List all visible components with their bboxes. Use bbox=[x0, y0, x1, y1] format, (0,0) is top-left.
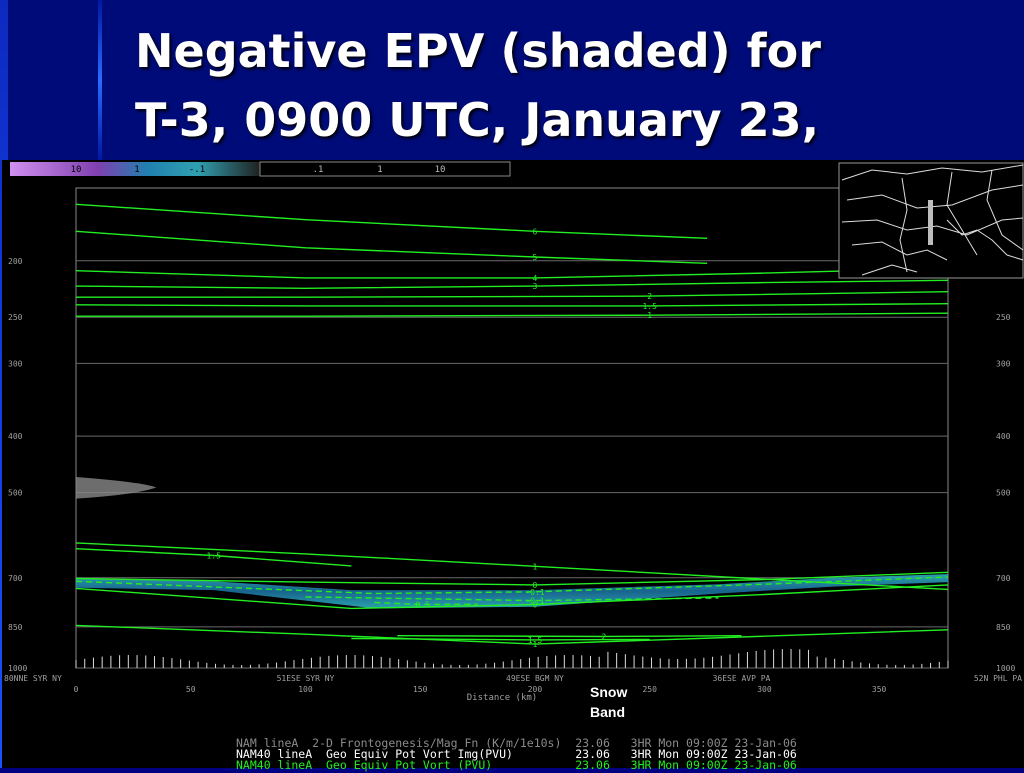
epv-contour-1.5 bbox=[351, 637, 650, 641]
color-bar-empty bbox=[259, 161, 511, 177]
footer-line-epv-image: NAM40 lineA Geo Equiv Pot Vort Img(PVU) … bbox=[236, 747, 797, 761]
epv-contour--0.1 bbox=[75, 576, 949, 595]
location-label: 80NNE SYR NY bbox=[4, 674, 62, 683]
location-label: 36ESE AVP PA bbox=[713, 674, 771, 683]
snow-band-label-line-1: Snow bbox=[590, 684, 628, 700]
footer-line-epv-contour: NAM40 lineA Geo Equiv Pot Vort (PVU) 23.… bbox=[236, 758, 797, 772]
x-tick-label: 200 bbox=[528, 685, 543, 694]
location-label: 51ESE SYR NY bbox=[277, 674, 335, 683]
y-tick-label-right: 1000 bbox=[996, 664, 1015, 673]
epv-contour-5 bbox=[75, 230, 708, 264]
contour-label: -0.1 bbox=[525, 588, 544, 597]
inset-cross-section-line bbox=[928, 200, 933, 245]
epv-contour-0 bbox=[75, 571, 949, 586]
color-bar-label: 10 bbox=[435, 165, 446, 175]
snow-band-annotation: Snow Band bbox=[590, 682, 627, 722]
negative-epv-shaded-patch bbox=[76, 476, 157, 499]
contour-label: -0.5 bbox=[411, 600, 430, 609]
contour-label: -0.1 bbox=[525, 597, 544, 606]
y-tick-label-left: 400 bbox=[8, 432, 23, 441]
cross-section-plot: 10 1 -.1.1 1 10 6 5 4 3 2 1.5 1 1 1 1.5 1.5 2 0 0 -0.1 -0.1… bbox=[2, 160, 1024, 768]
y-tick-label-right: 500 bbox=[996, 489, 1011, 498]
location-label: 52N PHL PA bbox=[974, 674, 1022, 683]
contour-label: 0 bbox=[533, 600, 538, 609]
x-tick-label: 300 bbox=[757, 685, 772, 694]
contour-label: 3 bbox=[533, 282, 538, 291]
color-bar-label: 10 bbox=[71, 165, 82, 175]
epv-contour-1 bbox=[76, 312, 949, 317]
epv-contour-1.5 bbox=[75, 548, 352, 567]
y-tick-label-left: 200 bbox=[8, 257, 23, 266]
y-tick-label-right: 700 bbox=[996, 574, 1011, 583]
epv-contour-2 bbox=[397, 635, 742, 638]
epv-contour-1 bbox=[75, 542, 949, 591]
contour-label: 5 bbox=[533, 253, 538, 262]
epv-contour-0 bbox=[75, 584, 949, 610]
color-bar-label: 1 bbox=[377, 165, 382, 175]
title-accent-bar bbox=[98, 0, 102, 160]
epv-contour-4 bbox=[75, 267, 949, 279]
y-tick-label-right: 400 bbox=[996, 432, 1011, 441]
slide-title-line-2: T-3, 0900 UTC, January 23, bbox=[135, 93, 820, 147]
contour-label: 1 bbox=[647, 311, 652, 320]
slide-title-line-1: Negative EPV (shaded) for bbox=[135, 24, 821, 78]
color-bar-label: 1 bbox=[134, 165, 139, 175]
color-bar-label: .1 bbox=[313, 165, 324, 175]
footer-line-frontogenesis: NAM lineA 2-D Frontogenesis/Mag Fn (K/m/… bbox=[236, 736, 797, 750]
y-tick-label-left: 250 bbox=[8, 313, 23, 322]
epv-contour--0.1 bbox=[305, 596, 719, 602]
negative-epv-shaded-band bbox=[76, 574, 948, 609]
x-tick-label: 50 bbox=[186, 685, 196, 694]
contour-label: 0 bbox=[533, 581, 538, 590]
y-tick-label-left: 500 bbox=[8, 489, 23, 498]
x-tick-label: 350 bbox=[872, 685, 887, 694]
x-tick-label: 100 bbox=[298, 685, 313, 694]
epv-contour-1.5 bbox=[75, 303, 949, 307]
contour-label: 6 bbox=[533, 227, 538, 236]
contour-label: 4 bbox=[533, 274, 538, 283]
y-tick-label-left: 850 bbox=[8, 623, 23, 632]
y-tick-label-left: 700 bbox=[8, 574, 23, 583]
epv-contour--0.5 bbox=[374, 601, 478, 606]
x-tick-label: 250 bbox=[642, 685, 657, 694]
inset-map bbox=[838, 162, 1024, 279]
contour-label: 1.5 bbox=[206, 551, 221, 560]
y-tick-label-left: 1000 bbox=[8, 664, 27, 673]
contour-label: 1 bbox=[533, 640, 538, 649]
contour-label: 2 bbox=[601, 633, 606, 642]
x-tick-label: 150 bbox=[413, 685, 428, 694]
y-tick-label-right: 250 bbox=[996, 313, 1011, 322]
epv-contour-6 bbox=[75, 203, 708, 239]
x-axis-label: Distance (km) bbox=[467, 693, 537, 703]
contour-label: 1.5 bbox=[528, 636, 543, 645]
x-tick-label: 0 bbox=[74, 685, 79, 694]
epv-contour-2 bbox=[76, 291, 949, 298]
contour-label: 1.5 bbox=[642, 302, 657, 311]
y-tick-label-left: 300 bbox=[8, 359, 23, 368]
location-label: 49ESE BGM NY bbox=[506, 674, 564, 683]
y-tick-label-right: 850 bbox=[996, 623, 1011, 632]
snow-band-label-line-2: Band bbox=[590, 704, 625, 720]
y-tick-label-right: 300 bbox=[996, 359, 1011, 368]
contour-label: 1 bbox=[533, 562, 538, 571]
epv-contour-1 bbox=[75, 624, 949, 645]
epv-contour-3 bbox=[75, 279, 949, 290]
color-bar-scale bbox=[10, 162, 260, 176]
color-bar-label: -.1 bbox=[189, 165, 205, 175]
contour-label: 2 bbox=[647, 292, 652, 301]
